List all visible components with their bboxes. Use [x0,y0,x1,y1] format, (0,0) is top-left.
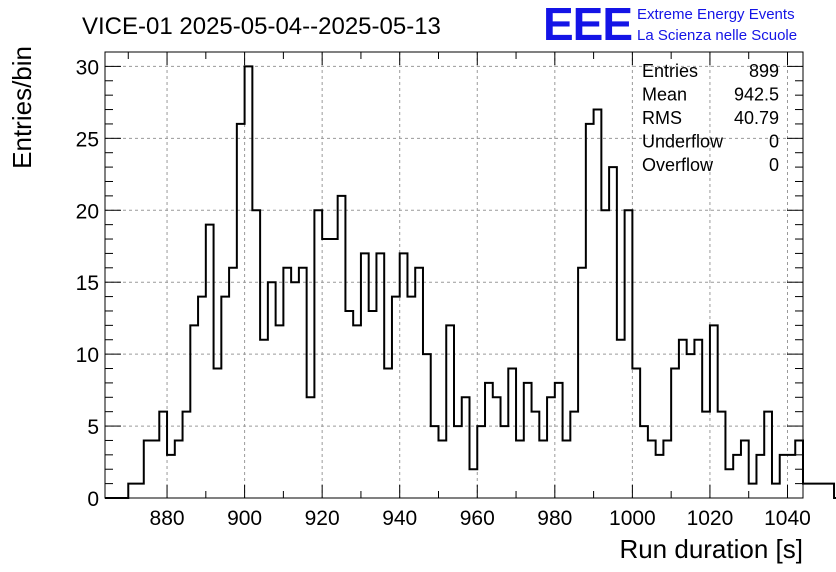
logo-line-1: Extreme Energy Events [637,6,795,23]
stats-label: Entries [642,61,698,81]
stats-value: 899 [749,61,779,81]
stats-value: 942.5 [734,85,779,105]
chart-title: VICE-01 2025-05-04--2025-05-13 [82,13,441,40]
stats-box: Entries 899 Mean 942.5 RMS 40.79 Underflow 0 Ove… [642,61,779,175]
y-tick-labels: 0 5 10 15 20 25 30 [76,56,99,511]
x-tick-label: 920 [305,507,340,530]
y-tick-label: 0 [87,488,99,511]
x-tick-label: 940 [382,507,417,530]
stats-value: 0 [769,155,779,175]
x-axis-title: Run duration [s] [619,534,803,564]
x-tick-label: 1040 [764,507,811,530]
grid-lines [105,52,803,498]
plot-frame [104,51,804,499]
x-tick-label: 1020 [687,507,734,530]
y-tick-label: 10 [76,344,99,367]
stats-label: Mean [642,85,687,105]
stats-label: RMS [642,108,682,128]
x-tick-label: 980 [537,507,572,530]
stats-label: Overflow [642,155,714,175]
stats-value: 40.79 [734,108,779,128]
y-tick-label: 15 [76,272,99,295]
x-tick-label: 880 [150,507,185,530]
logo-line-2: La Scienza nelle Scuole [637,27,797,44]
y-axis-title: Entries/bin [7,46,37,169]
stats-label: Underflow [642,132,724,152]
x-tick-label: 900 [227,507,262,530]
eee-logo-mark: EEE [543,0,632,50]
histogram-outline [105,65,836,499]
x-tick-labels: 880 900 920 940 960 980 1000 1020 1040 [150,507,811,530]
y-tick-label: 30 [76,56,99,79]
y-tick-label: 25 [76,128,99,151]
x-tick-label: 960 [460,507,495,530]
eee-logo: EEE Extreme Energy Events La Scienza nel… [543,0,797,50]
x-tick-label: 1000 [609,507,656,530]
y-tick-label: 20 [76,200,99,223]
stats-value: 0 [769,132,779,152]
y-tick-label: 5 [87,416,99,439]
axis-ticks [105,52,803,499]
